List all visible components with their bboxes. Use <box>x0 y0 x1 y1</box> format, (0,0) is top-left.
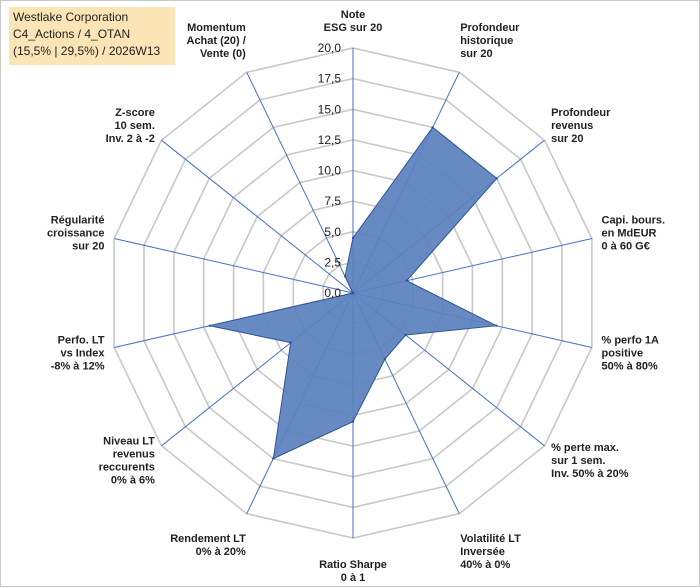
series-point <box>289 341 292 344</box>
axis-label: Volatilité LT Inversée 40% à 0% <box>460 533 521 571</box>
axis-label-line: 0 à 1 <box>341 572 365 584</box>
series-point <box>431 126 434 129</box>
series-point <box>343 275 347 278</box>
axis-label-line: revenus <box>113 449 155 461</box>
axis-label: Niveau LT revenus reccurents 0% à 6% <box>99 436 156 487</box>
axis-label-line: 0 à 60 G€ <box>602 241 650 253</box>
tick-label: 12,5 <box>318 133 342 147</box>
axis-label: Z-score 10 sem. Inv. 2 à -2 <box>106 107 155 145</box>
axis-label-line: vs Index <box>60 347 105 359</box>
radar-spoke <box>161 139 354 294</box>
axis-label-line: Volatilité LT <box>460 533 521 545</box>
axis-label-line: Profondeur <box>551 107 611 119</box>
axis-label: Profondeur historique sur 20 <box>460 22 520 60</box>
axis-label-line: 10 sem. <box>115 120 155 132</box>
axis-label-line: Note <box>341 9 365 21</box>
axis-label-line: reccurents <box>99 462 155 474</box>
series-point <box>272 457 275 460</box>
tick-label: 2,5 <box>324 255 341 269</box>
series-point <box>495 324 498 327</box>
series-point <box>351 236 355 240</box>
radar-spoke <box>113 238 354 294</box>
axis-label-line: croissance <box>47 228 104 240</box>
axis-label-line: revenus <box>551 120 593 132</box>
axis-label: Note ESG sur 20 <box>324 9 383 34</box>
radar-series <box>208 126 499 460</box>
axis-label-line: ESG sur 20 <box>324 22 383 34</box>
tick-label: 5,0 <box>324 225 341 239</box>
axis-label-line: -8% à 12% <box>51 360 105 372</box>
portfolio-name: C4_Actions / 4_OTAN <box>13 27 131 41</box>
axis-label: Ratio Sharpe 0 à 1 <box>319 559 387 584</box>
axis-label-line: Régularité <box>51 215 105 227</box>
axis-label: Capi. bours. en MdEUR 0 à 60 G€ <box>602 215 666 253</box>
axis-label-line: Perfo. LT <box>58 334 105 346</box>
axis-label-line: historique <box>460 35 513 47</box>
series-point <box>405 279 408 282</box>
period-info: (15,5% | 29,5%) / 2026W13 <box>13 44 161 58</box>
axis-label: Rendement LT 0% à 20% <box>170 533 246 558</box>
axis-label-line: sur 20 <box>72 241 104 253</box>
axis-label-line: sur 1 sem. <box>551 455 605 467</box>
tick-label: 15,0 <box>318 102 342 116</box>
axis-label-line: Ratio Sharpe <box>319 559 387 571</box>
tick-label: 0,0 <box>324 286 341 300</box>
axis-label-line: en MdEUR <box>602 228 657 240</box>
tick-label: 7,5 <box>324 194 341 208</box>
axis-label-line: 40% à 0% <box>460 559 510 571</box>
axis-label-line: Inv. 50% à 20% <box>551 468 629 480</box>
axis-label-line: Achat (20) / <box>187 35 246 47</box>
axis-label-line: Vente (0) <box>200 48 246 60</box>
series-point <box>404 333 407 337</box>
axis-label-line: Niveau LT <box>103 436 155 448</box>
axis-label-line: Momentum <box>187 22 246 34</box>
tick-label: 10,0 <box>318 164 342 178</box>
axis-label-line: % perfo 1A <box>602 334 660 346</box>
series-point <box>351 291 355 295</box>
axis-label: % perte max. sur 1 sem. Inv. 50% à 20% <box>551 442 629 480</box>
axis-label-line: Rendement LT <box>170 533 246 545</box>
series-point <box>383 358 387 361</box>
axis-label-line: Inv. 2 à -2 <box>106 133 155 145</box>
axis-label-line: 0% à 20% <box>196 546 246 558</box>
axis-label-line: Capi. bours. <box>602 215 666 227</box>
series-point <box>351 420 355 423</box>
axis-label-line: Z-score <box>115 107 155 119</box>
series-point <box>208 324 211 327</box>
radar-tick-labels: 0,0 2,5 5,0 7,5 10,0 12,5 15,0 17,5 20,0 <box>318 41 342 300</box>
radar-axis-labels: Note ESG sur 20 Profondeur historique sur 20… <box>47 9 665 584</box>
axis-label: Perfo. LT vs Index -8% à 12% <box>51 334 106 372</box>
chart-title-box: Westlake Corporation C4_Actions / 4_OTAN… <box>9 7 175 65</box>
axis-label-line: 0% à 6% <box>111 475 155 487</box>
axis-label-line: Profondeur <box>460 22 520 34</box>
axis-label-line: sur 20 <box>460 48 492 60</box>
axis-label-line: 50% à 80% <box>602 360 658 372</box>
axis-label: Momentum Achat (20) / Vente (0) <box>187 22 247 60</box>
axis-label: Profondeur revenus sur 20 <box>551 107 611 145</box>
axis-label-line: sur 20 <box>551 133 583 145</box>
tick-label: 20,0 <box>318 41 342 55</box>
axis-label-line: Inversée <box>460 546 505 558</box>
axis-label-line: positive <box>602 347 644 359</box>
axis-label-line: % perte max. <box>551 442 619 454</box>
axis-label: % perfo 1A positive 50% à 80% <box>602 334 660 372</box>
radar-spoke <box>246 72 354 294</box>
company-name: Westlake Corporation <box>13 10 129 24</box>
tick-label: 17,5 <box>318 72 342 86</box>
axis-label: Régularité croissance sur 20 <box>47 215 104 253</box>
series-point <box>495 177 498 180</box>
